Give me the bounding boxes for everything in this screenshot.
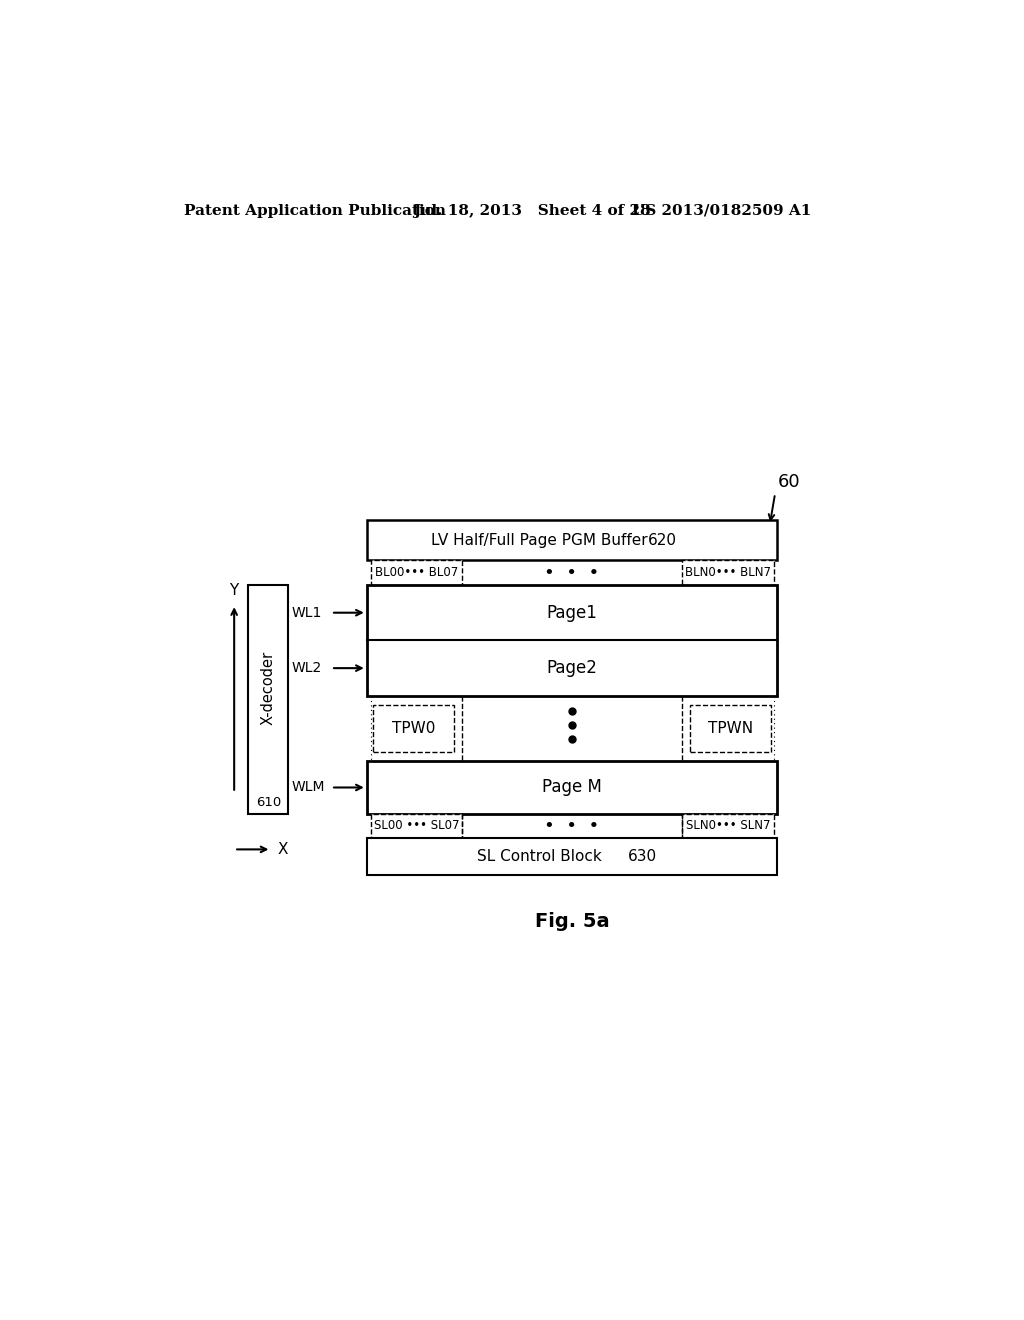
Text: TPW0: TPW0: [392, 721, 435, 737]
Text: Page1: Page1: [547, 603, 598, 622]
Text: BL00••• BL07: BL00••• BL07: [375, 566, 458, 579]
Text: WLM: WLM: [292, 780, 325, 795]
Text: Page M: Page M: [542, 779, 602, 796]
FancyBboxPatch shape: [371, 813, 462, 838]
Text: Y: Y: [229, 583, 239, 598]
FancyBboxPatch shape: [248, 585, 289, 813]
Text: LV Half/Full Page PGM Buffer: LV Half/Full Page PGM Buffer: [431, 533, 647, 548]
Text: 630: 630: [629, 849, 657, 865]
Text: 620: 620: [648, 533, 677, 548]
Text: Jul. 18, 2013   Sheet 4 of 28: Jul. 18, 2013 Sheet 4 of 28: [414, 203, 651, 218]
Text: SLN0••• SLN7: SLN0••• SLN7: [686, 820, 770, 833]
Text: SL Control Block: SL Control Block: [477, 849, 601, 865]
Text: WL1: WL1: [292, 606, 322, 619]
Text: •  •  •: • • •: [545, 817, 600, 836]
FancyBboxPatch shape: [367, 762, 777, 813]
Text: SL00 ••• SL07: SL00 ••• SL07: [374, 820, 459, 833]
Text: Page2: Page2: [547, 659, 598, 677]
FancyBboxPatch shape: [367, 585, 777, 696]
Text: BLN0••• BLN7: BLN0••• BLN7: [685, 566, 771, 579]
FancyBboxPatch shape: [690, 705, 771, 752]
Text: WL2: WL2: [292, 661, 322, 675]
Text: Patent Application Publication: Patent Application Publication: [183, 203, 445, 218]
FancyBboxPatch shape: [682, 561, 773, 585]
Text: •  •  •: • • •: [545, 564, 600, 582]
Text: X: X: [278, 842, 288, 857]
FancyBboxPatch shape: [367, 838, 777, 875]
FancyBboxPatch shape: [371, 561, 462, 585]
FancyBboxPatch shape: [373, 705, 455, 752]
Text: 60: 60: [777, 473, 800, 491]
Text: TPWN: TPWN: [708, 721, 753, 737]
Text: US 2013/0182509 A1: US 2013/0182509 A1: [632, 203, 811, 218]
FancyBboxPatch shape: [682, 813, 773, 838]
Text: X-decoder: X-decoder: [261, 651, 275, 725]
FancyBboxPatch shape: [367, 520, 777, 561]
Text: 610: 610: [256, 796, 281, 809]
Text: Fig. 5a: Fig. 5a: [535, 912, 609, 931]
